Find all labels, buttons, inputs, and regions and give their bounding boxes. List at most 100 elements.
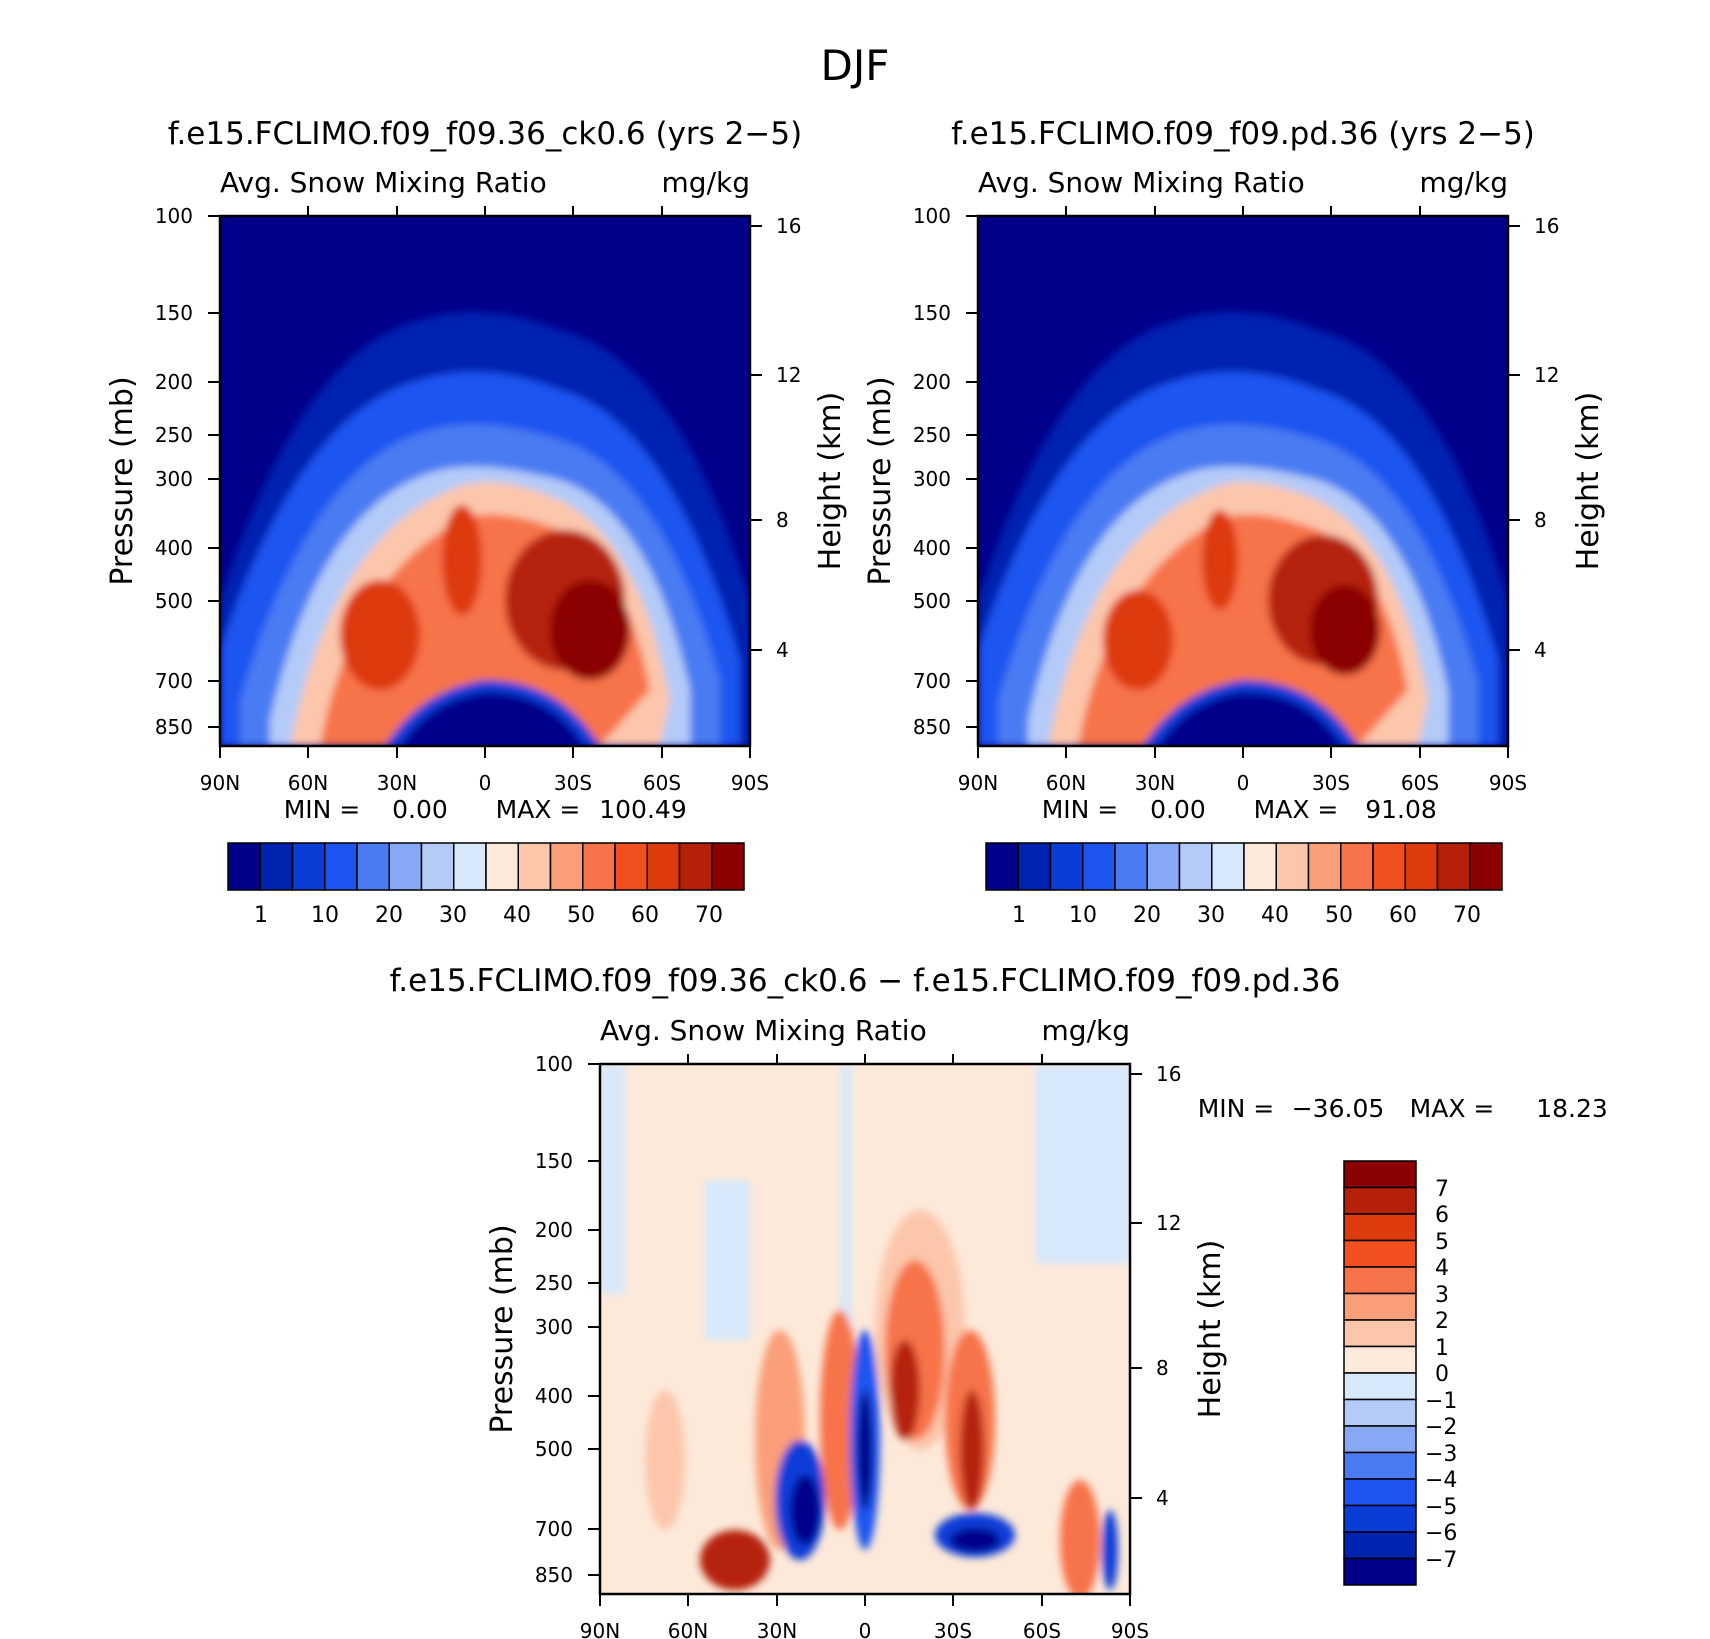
colorbar-swatch — [1372, 842, 1406, 891]
panel-1-cbar-label-30: 30 — [439, 903, 467, 928]
panel-3-y-right-tick-8: 8 — [1156, 1356, 1169, 1380]
colorbar-swatch — [1082, 842, 1116, 891]
colorbar-swatch — [1343, 1372, 1417, 1401]
panel-2-cbar-label-1: 1 — [1012, 903, 1026, 928]
panel-3-x-tick-0: 0 — [859, 1619, 872, 1639]
panel-2-y-tick-250: 250 — [913, 423, 951, 447]
panel-2-max-label: MAX = — [1254, 795, 1339, 824]
colorbar-swatch — [1469, 842, 1503, 891]
panel-3-cbar-label-m5: −5 — [1425, 1495, 1457, 1520]
panel-2-top-ticks — [1065, 206, 1421, 216]
colorbar-swatch — [356, 842, 390, 891]
colorbar-swatch — [1343, 1186, 1417, 1215]
panel-1-cbar-label-50: 50 — [567, 903, 595, 928]
panel-1-cbar-label-10: 10 — [311, 903, 339, 928]
colorbar-swatch — [485, 842, 519, 891]
colorbar-swatch — [1307, 842, 1342, 891]
panel-3-y-right-tick-4: 4 — [1156, 1486, 1169, 1510]
panel-2-x-tick-90n: 90N — [958, 771, 998, 795]
panel-1-colorbar-labels: 1 10 20 30 40 50 60 70 — [254, 903, 723, 928]
panel-1-y-tick-300: 300 — [155, 467, 193, 491]
panel-3-y-tick-300: 300 — [535, 1315, 573, 1339]
panel-3-y-right-tick-16: 16 — [1156, 1062, 1181, 1086]
panel-3-y-tick-400: 400 — [535, 1384, 573, 1408]
panel-1-right-ticks — [750, 225, 762, 651]
colorbar-swatch — [678, 842, 713, 891]
panel-2-cbar-label-20: 20 — [1133, 903, 1161, 928]
panel-1-max-label: MAX = — [496, 795, 581, 824]
colorbar-swatch — [582, 842, 616, 891]
panel-2-bottom-ticks — [977, 746, 1509, 758]
panel-1-y-tick-400: 400 — [155, 536, 193, 560]
panel-2-x-tick-30n: 30N — [1135, 771, 1175, 795]
panel-2-y-right-tick-4: 4 — [1534, 638, 1547, 662]
panel-1-y-right-tick-12: 12 — [776, 363, 801, 387]
panel-2: f.e15.FCLIMO.f09_f09.pd.36 (yrs 2−5) Avg… — [863, 116, 1606, 928]
panel-3-cbar-label-1: 1 — [1435, 1336, 1449, 1361]
panel-2-cbar-label-30: 30 — [1197, 903, 1225, 928]
panel-2-y-tick-850: 850 — [913, 715, 951, 739]
panel-3-cbar-label-5: 5 — [1435, 1230, 1449, 1255]
panel-1-max-value: 100.49 — [599, 795, 686, 824]
colorbar-swatch — [985, 842, 1019, 891]
colorbar-swatch — [1017, 842, 1052, 891]
panel-3-ylabel: Pressure (mb) — [485, 1224, 520, 1433]
panel-3-cbar-label-7: 7 — [1435, 1177, 1449, 1202]
panel-1-cbar-label-60: 60 — [631, 903, 659, 928]
panel-1-y-tick-250: 250 — [155, 423, 193, 447]
panel-3-y-tick-100: 100 — [535, 1052, 573, 1076]
panel-2-y-right-tick-labels: 16 12 8 4 — [1534, 214, 1559, 662]
panel-1-field — [220, 216, 750, 746]
colorbar-swatch — [1343, 1451, 1417, 1480]
panel-3-cbar-label-m7: −7 — [1425, 1548, 1457, 1573]
panel-1-y-tick-150: 150 — [155, 301, 193, 325]
panel-2-y-tick-200: 200 — [913, 370, 951, 394]
panel-1-left-ticks — [208, 215, 220, 728]
colorbar-swatch — [1146, 842, 1181, 891]
panel-2-min-label: MIN = — [1042, 795, 1119, 824]
panel-1-min-value: 0.00 — [392, 795, 448, 824]
panel-2-field — [978, 216, 1508, 746]
panel-3: f.e15.FCLIMO.f09_f09.36_ck0.6 − f.e15.FC… — [390, 963, 1608, 1639]
colorbar-swatch — [420, 842, 455, 891]
colorbar-swatch — [1404, 842, 1439, 891]
panel-3-top-ticks — [687, 1054, 1043, 1064]
panel-2-y-tick-300: 300 — [913, 467, 951, 491]
colorbar-swatch — [1436, 842, 1471, 891]
colorbar-swatch — [1343, 1292, 1417, 1321]
panel-3-x-tick-90n: 90N — [580, 1619, 620, 1639]
panel-3-x-tick-30s: 30S — [934, 1619, 972, 1639]
panel-2-cbar-label-70: 70 — [1453, 903, 1481, 928]
panel-3-left-ticks — [588, 1063, 600, 1576]
panel-3-cbar-label-2: 2 — [1435, 1309, 1449, 1334]
panel-3-y-tick-200: 200 — [535, 1218, 573, 1242]
colorbar-swatch — [1343, 1531, 1417, 1560]
panel-3-min-value: −36.05 — [1292, 1094, 1385, 1123]
colorbar-swatch — [1178, 842, 1213, 891]
panel-3-cbar-label-m6: −6 — [1425, 1521, 1457, 1546]
colorbar-swatch — [517, 842, 552, 891]
panel-2-cbar-label-10: 10 — [1069, 903, 1097, 928]
colorbar-swatch — [1343, 1425, 1417, 1454]
panel-1-y-tick-500: 500 — [155, 589, 193, 613]
panel-2-y-tick-100: 100 — [913, 204, 951, 228]
colorbar-swatch — [259, 842, 294, 891]
panel-3-right-ticks — [1130, 1073, 1142, 1499]
panel-3-y-tick-500: 500 — [535, 1437, 573, 1461]
panel-3-bottom-ticks — [599, 1594, 1131, 1606]
panel-3-y-tick-labels: 100 150 200 250 300 400 500 700 850 — [535, 1052, 573, 1587]
colorbar-swatch — [453, 842, 487, 891]
panel-3-title: f.e15.FCLIMO.f09_f09.36_ck0.6 − f.e15.FC… — [390, 963, 1341, 999]
panel-3-y-tick-850: 850 — [535, 1563, 573, 1587]
panel-3-y-right-tick-labels: 16 12 8 4 — [1156, 1062, 1181, 1510]
panel-2-x-tick-30s: 30S — [1312, 771, 1350, 795]
panel-2-x-tick-90s: 90S — [1489, 771, 1527, 795]
panel-1-y-right-tick-4: 4 — [776, 638, 789, 662]
panel-1-title: f.e15.FCLIMO.f09_f09.36_ck0.6 (yrs 2−5) — [168, 116, 802, 152]
season-title: DJF — [821, 41, 890, 90]
colorbar-swatch — [1343, 1345, 1417, 1374]
colorbar-swatch — [291, 842, 326, 891]
panel-2-x-tick-60n: 60N — [1046, 771, 1086, 795]
panel-3-field — [600, 1064, 1130, 1594]
panel-1: f.e15.FCLIMO.f09_f09.36_ck0.6 (yrs 2−5) … — [105, 116, 848, 928]
